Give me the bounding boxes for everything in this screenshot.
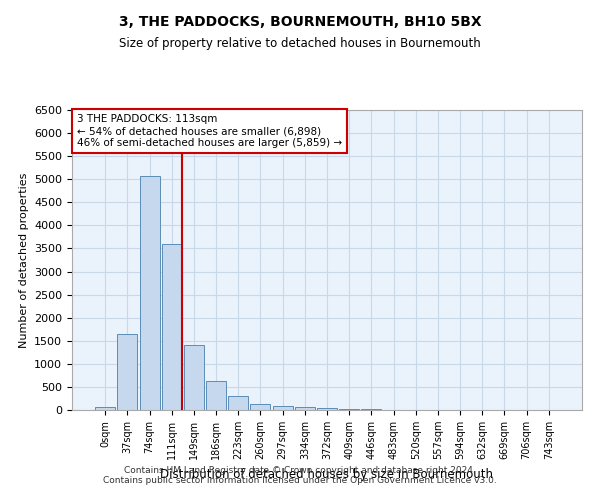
Text: Size of property relative to detached houses in Bournemouth: Size of property relative to detached ho… xyxy=(119,38,481,51)
Text: 3 THE PADDOCKS: 113sqm
← 54% of detached houses are smaller (6,898)
46% of semi-: 3 THE PADDOCKS: 113sqm ← 54% of detached… xyxy=(77,114,342,148)
Text: 3, THE PADDOCKS, BOURNEMOUTH, BH10 5BX: 3, THE PADDOCKS, BOURNEMOUTH, BH10 5BX xyxy=(119,15,481,29)
Bar xyxy=(361,409,382,410)
X-axis label: Distribution of detached houses by size in Bournemouth: Distribution of detached houses by size … xyxy=(161,468,493,480)
Bar xyxy=(118,334,137,410)
Text: Contains HM Land Registry data © Crown copyright and database right 2024.
Contai: Contains HM Land Registry data © Crown c… xyxy=(103,466,497,485)
Bar xyxy=(95,407,115,410)
Bar xyxy=(317,408,337,410)
Bar xyxy=(140,176,160,410)
Bar xyxy=(184,346,204,410)
Bar xyxy=(228,396,248,410)
Bar xyxy=(162,244,182,410)
Bar xyxy=(250,404,271,410)
Y-axis label: Number of detached properties: Number of detached properties xyxy=(19,172,29,348)
Bar xyxy=(295,408,315,410)
Bar xyxy=(339,408,359,410)
Bar xyxy=(206,382,226,410)
Bar xyxy=(272,406,293,410)
